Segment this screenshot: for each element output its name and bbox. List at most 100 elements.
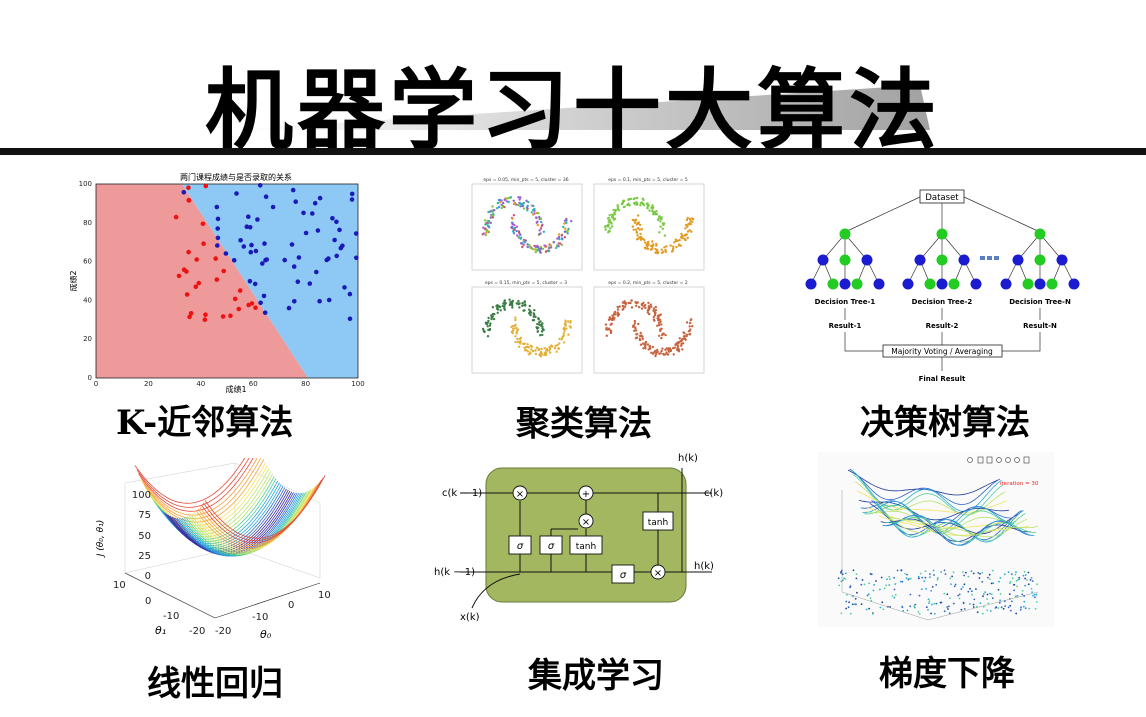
tree-node xyxy=(958,254,970,266)
gd-surface-line xyxy=(884,514,1035,546)
cluster-point xyxy=(557,245,560,248)
cluster-point xyxy=(519,242,523,245)
knn-point xyxy=(296,255,302,260)
gd-contour-point xyxy=(986,609,989,611)
gd-contour-point xyxy=(920,588,923,591)
knn-point xyxy=(252,281,258,287)
tree-1-label: Decision Tree-1 xyxy=(815,298,876,306)
cluster-point xyxy=(541,333,544,337)
cluster-point xyxy=(640,307,644,310)
cluster-point xyxy=(636,234,639,237)
cluster-point xyxy=(560,234,563,237)
gd-contour-point xyxy=(950,583,952,585)
cluster-point xyxy=(542,230,546,233)
cluster-point xyxy=(562,332,565,335)
cluster-point xyxy=(564,227,567,230)
cluster-point xyxy=(510,330,514,334)
linreg-ztick-100: 100 xyxy=(132,490,151,501)
cluster-point xyxy=(666,353,670,356)
gd-contour-point xyxy=(885,584,887,587)
cluster-point xyxy=(567,227,570,231)
cluster-point xyxy=(656,218,660,221)
cluster-point xyxy=(539,247,543,250)
cluster-point xyxy=(489,221,492,224)
cluster-point xyxy=(516,340,520,344)
cluster-point xyxy=(496,201,500,205)
knn-point xyxy=(264,257,269,262)
cluster-point xyxy=(665,351,668,354)
cluster-point xyxy=(528,244,531,247)
knn-point xyxy=(187,314,192,320)
knn-point xyxy=(221,268,226,274)
cluster-point xyxy=(657,319,660,322)
cluster-point xyxy=(667,347,670,350)
cluster-point xyxy=(519,205,522,208)
gd-contour-point xyxy=(918,613,921,615)
gd-contour-point xyxy=(960,588,963,590)
cluster-point xyxy=(524,304,527,307)
cluster-point xyxy=(654,354,657,358)
gd-contour-point xyxy=(1028,607,1031,610)
knn-ytick: 60 xyxy=(83,258,92,266)
tree-node xyxy=(1012,254,1024,266)
cluster-point xyxy=(688,229,691,232)
cluster-point xyxy=(497,205,501,209)
gd-surface-line xyxy=(876,508,1028,538)
gd-contour-point xyxy=(936,578,939,581)
gd-contour-point xyxy=(854,598,857,600)
cluster-point xyxy=(637,322,640,326)
cluster-point xyxy=(646,247,650,251)
cluster-point xyxy=(632,324,636,327)
cluster-point xyxy=(491,306,495,309)
cluster-point xyxy=(674,343,677,346)
knn-point xyxy=(326,297,332,303)
knn-point xyxy=(262,241,267,246)
cluster-point xyxy=(537,212,540,215)
gd-contour-point xyxy=(917,611,920,613)
lstm-input-mul: × xyxy=(582,517,590,528)
cluster-point xyxy=(521,204,524,208)
knn-point xyxy=(215,226,220,231)
gd-toolbar[interactable] xyxy=(967,456,1030,464)
cluster-point xyxy=(614,208,618,212)
cluster-point xyxy=(563,230,567,233)
knn-xtick: 60 xyxy=(249,380,258,388)
cluster-point xyxy=(536,223,539,227)
gd-contour-point xyxy=(873,584,876,586)
knn-xlabel: 成绩1 xyxy=(225,384,246,394)
cluster-point xyxy=(658,334,661,337)
cluster-point xyxy=(533,309,536,312)
gd-surface-line xyxy=(886,516,1037,543)
gd-contour-point xyxy=(868,582,871,585)
knn-point xyxy=(248,249,254,255)
cluster-point xyxy=(535,346,539,349)
gd-contour-point xyxy=(924,570,927,573)
knn-point xyxy=(292,299,297,304)
gd-contour-point xyxy=(913,606,916,609)
cluster-point xyxy=(623,205,626,208)
gd-contour-point xyxy=(957,594,960,597)
cluster-point xyxy=(638,228,641,231)
gd-contour-point xyxy=(1023,570,1026,573)
cluster-point xyxy=(487,316,490,320)
gd-contour-point xyxy=(995,606,998,609)
cluster-point xyxy=(635,336,639,339)
cluster-point xyxy=(669,349,673,353)
cluster-point xyxy=(674,238,677,241)
cluster-point xyxy=(540,330,544,333)
cluster-point xyxy=(652,211,655,214)
cluster-point xyxy=(516,337,519,341)
gd-contour-point xyxy=(1007,571,1010,573)
gd-contour-point xyxy=(1036,583,1038,585)
cluster-point xyxy=(659,318,662,322)
linreg-surface-line xyxy=(148,468,270,532)
cluster-point xyxy=(492,317,496,321)
gd-contour-point xyxy=(907,578,910,581)
cluster-point xyxy=(566,320,570,323)
linreg-ztick-50: 50 xyxy=(138,531,151,542)
cluster-point xyxy=(658,231,661,234)
cluster-point xyxy=(511,217,514,220)
cluster-point xyxy=(496,207,499,210)
linreg-panel: 100 75 50 25 0 J (θ₀, θ₁) 10 0 -10 -20 -… xyxy=(85,440,345,648)
cluster-point xyxy=(652,213,655,216)
